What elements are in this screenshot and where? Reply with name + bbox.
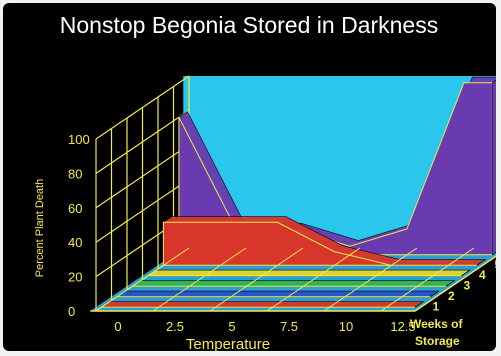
- x-tick-label: 7.5: [280, 319, 298, 334]
- x-tick-label: 0: [114, 319, 121, 334]
- series-4-side-face: [461, 269, 471, 277]
- y-tick-label: 60: [68, 201, 82, 216]
- y-tick-label: 80: [68, 166, 82, 181]
- y-tick-label: 20: [68, 270, 82, 285]
- z-tick-label: 1: [433, 300, 440, 314]
- series-6-side-face: [492, 80, 496, 256]
- chart-canvas: Nonstop Begonia Stored in Darkness 02040…: [34, 12, 496, 351]
- chart-frame: Nonstop Begonia Stored in Darkness 0 20 40…: [3, 3, 496, 351]
- x-tick-label: 10: [339, 319, 353, 334]
- series-layer: [100, 76, 496, 308]
- series-1-top-surface: [100, 301, 425, 308]
- series-3-side-face: [445, 280, 455, 287]
- series-2-side-face: [430, 290, 440, 298]
- x-tick-label: 12.5: [390, 319, 415, 334]
- floor-gridline-5: [380, 247, 475, 312]
- y-tick-label: 0: [68, 304, 75, 319]
- x-tick-label: 2.5: [166, 319, 184, 334]
- z-axis-label-line1: Weeks of: [410, 317, 463, 331]
- floor-gridline-1: [152, 247, 247, 312]
- series-4-top-surface: [146, 269, 471, 277]
- x-tick-label: 5: [228, 319, 235, 334]
- series-3-top-surface: [131, 280, 456, 287]
- z-axis-label-line2: Storage: [415, 334, 460, 348]
- z-tick-label: 2: [448, 289, 455, 303]
- y-tick-label: 40: [68, 235, 82, 250]
- chart-title: Nonstop Begonia Stored in Darkness: [60, 12, 438, 38]
- z-tick-label: 4: [479, 268, 486, 282]
- series-5-side-face: [476, 259, 486, 266]
- z-axis-line: [414, 255, 496, 312]
- floor-gridline-3: [266, 247, 361, 312]
- floor-gridline-0: [95, 247, 190, 312]
- z-tick-label: 5: [495, 258, 497, 272]
- floor-gridline-2: [209, 247, 304, 312]
- y-axis-label: Percent Plant Death: [34, 179, 46, 277]
- floor-gridline-4: [323, 247, 418, 312]
- series-1-side-face: [414, 301, 424, 308]
- x-axis-label: Temperature: [186, 336, 270, 351]
- series-2-top-surface: [115, 290, 440, 298]
- y-tick-label: 100: [68, 132, 90, 147]
- z-tick-label: 3: [464, 279, 471, 293]
